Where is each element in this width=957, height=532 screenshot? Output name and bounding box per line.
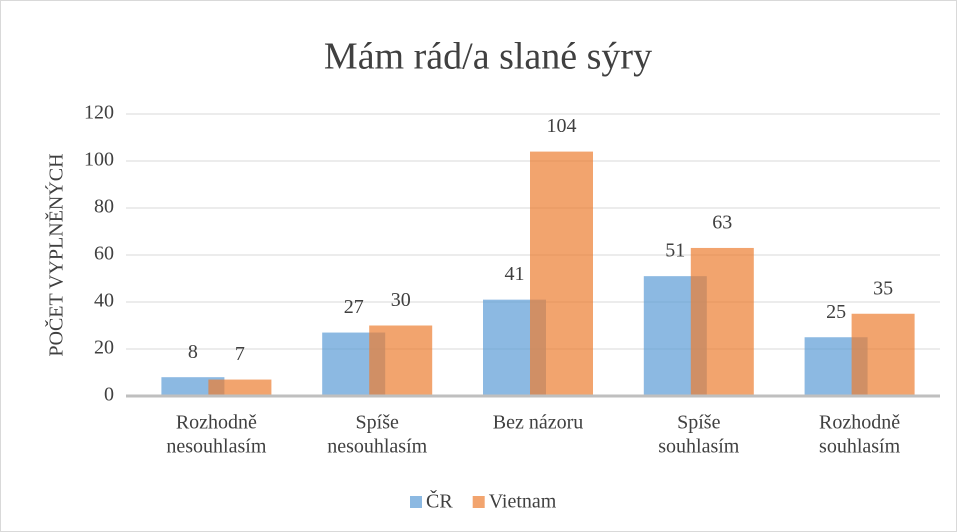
bar: [369, 325, 433, 396]
y-tick-label: 100: [84, 149, 114, 171]
value-label: 41: [505, 263, 525, 285]
value-label: 35: [873, 277, 893, 299]
bar: [690, 247, 754, 396]
y-tick-label: 80: [94, 196, 114, 218]
legend-label: Vietnam: [489, 491, 557, 513]
y-tick-label: 120: [84, 102, 114, 124]
x-tick-label: Rozhodně: [176, 412, 257, 434]
value-label: 30: [391, 289, 411, 311]
legend-swatch: [472, 496, 485, 508]
x-tick-label: Spíše: [677, 412, 720, 434]
value-label: 7: [235, 343, 245, 365]
x-tick-label: souhlasím: [658, 436, 740, 458]
legend-label: ČR: [426, 489, 453, 513]
value-label: 8: [188, 341, 198, 363]
value-label: 51: [665, 240, 685, 262]
y-tick-label: 0: [104, 384, 114, 406]
x-tick-label: nesouhlasím: [327, 436, 427, 458]
bar: [851, 313, 915, 396]
x-tick-label: souhlasím: [819, 436, 901, 458]
y-tick-label: 20: [94, 337, 114, 359]
value-label: 27: [344, 296, 364, 318]
y-tick-label: 60: [94, 243, 114, 265]
value-label: 104: [547, 115, 577, 137]
chart-title: Mám rád/a slané sýry: [324, 36, 652, 78]
value-label: 25: [826, 301, 846, 323]
y-tick-label: 40: [94, 290, 114, 312]
x-tick-label: nesouhlasím: [166, 436, 266, 458]
y-axis-label: POČET VYPLNĚNÝCH: [44, 153, 68, 356]
value-label: 63: [712, 212, 732, 234]
legend-swatch: [410, 496, 422, 508]
bar: [530, 151, 593, 396]
x-tick-label: Spíše: [356, 412, 399, 434]
bar: [208, 379, 272, 396]
x-tick-label: Rozhodně: [819, 412, 900, 434]
x-tick-label: Bez názoru: [493, 412, 584, 434]
